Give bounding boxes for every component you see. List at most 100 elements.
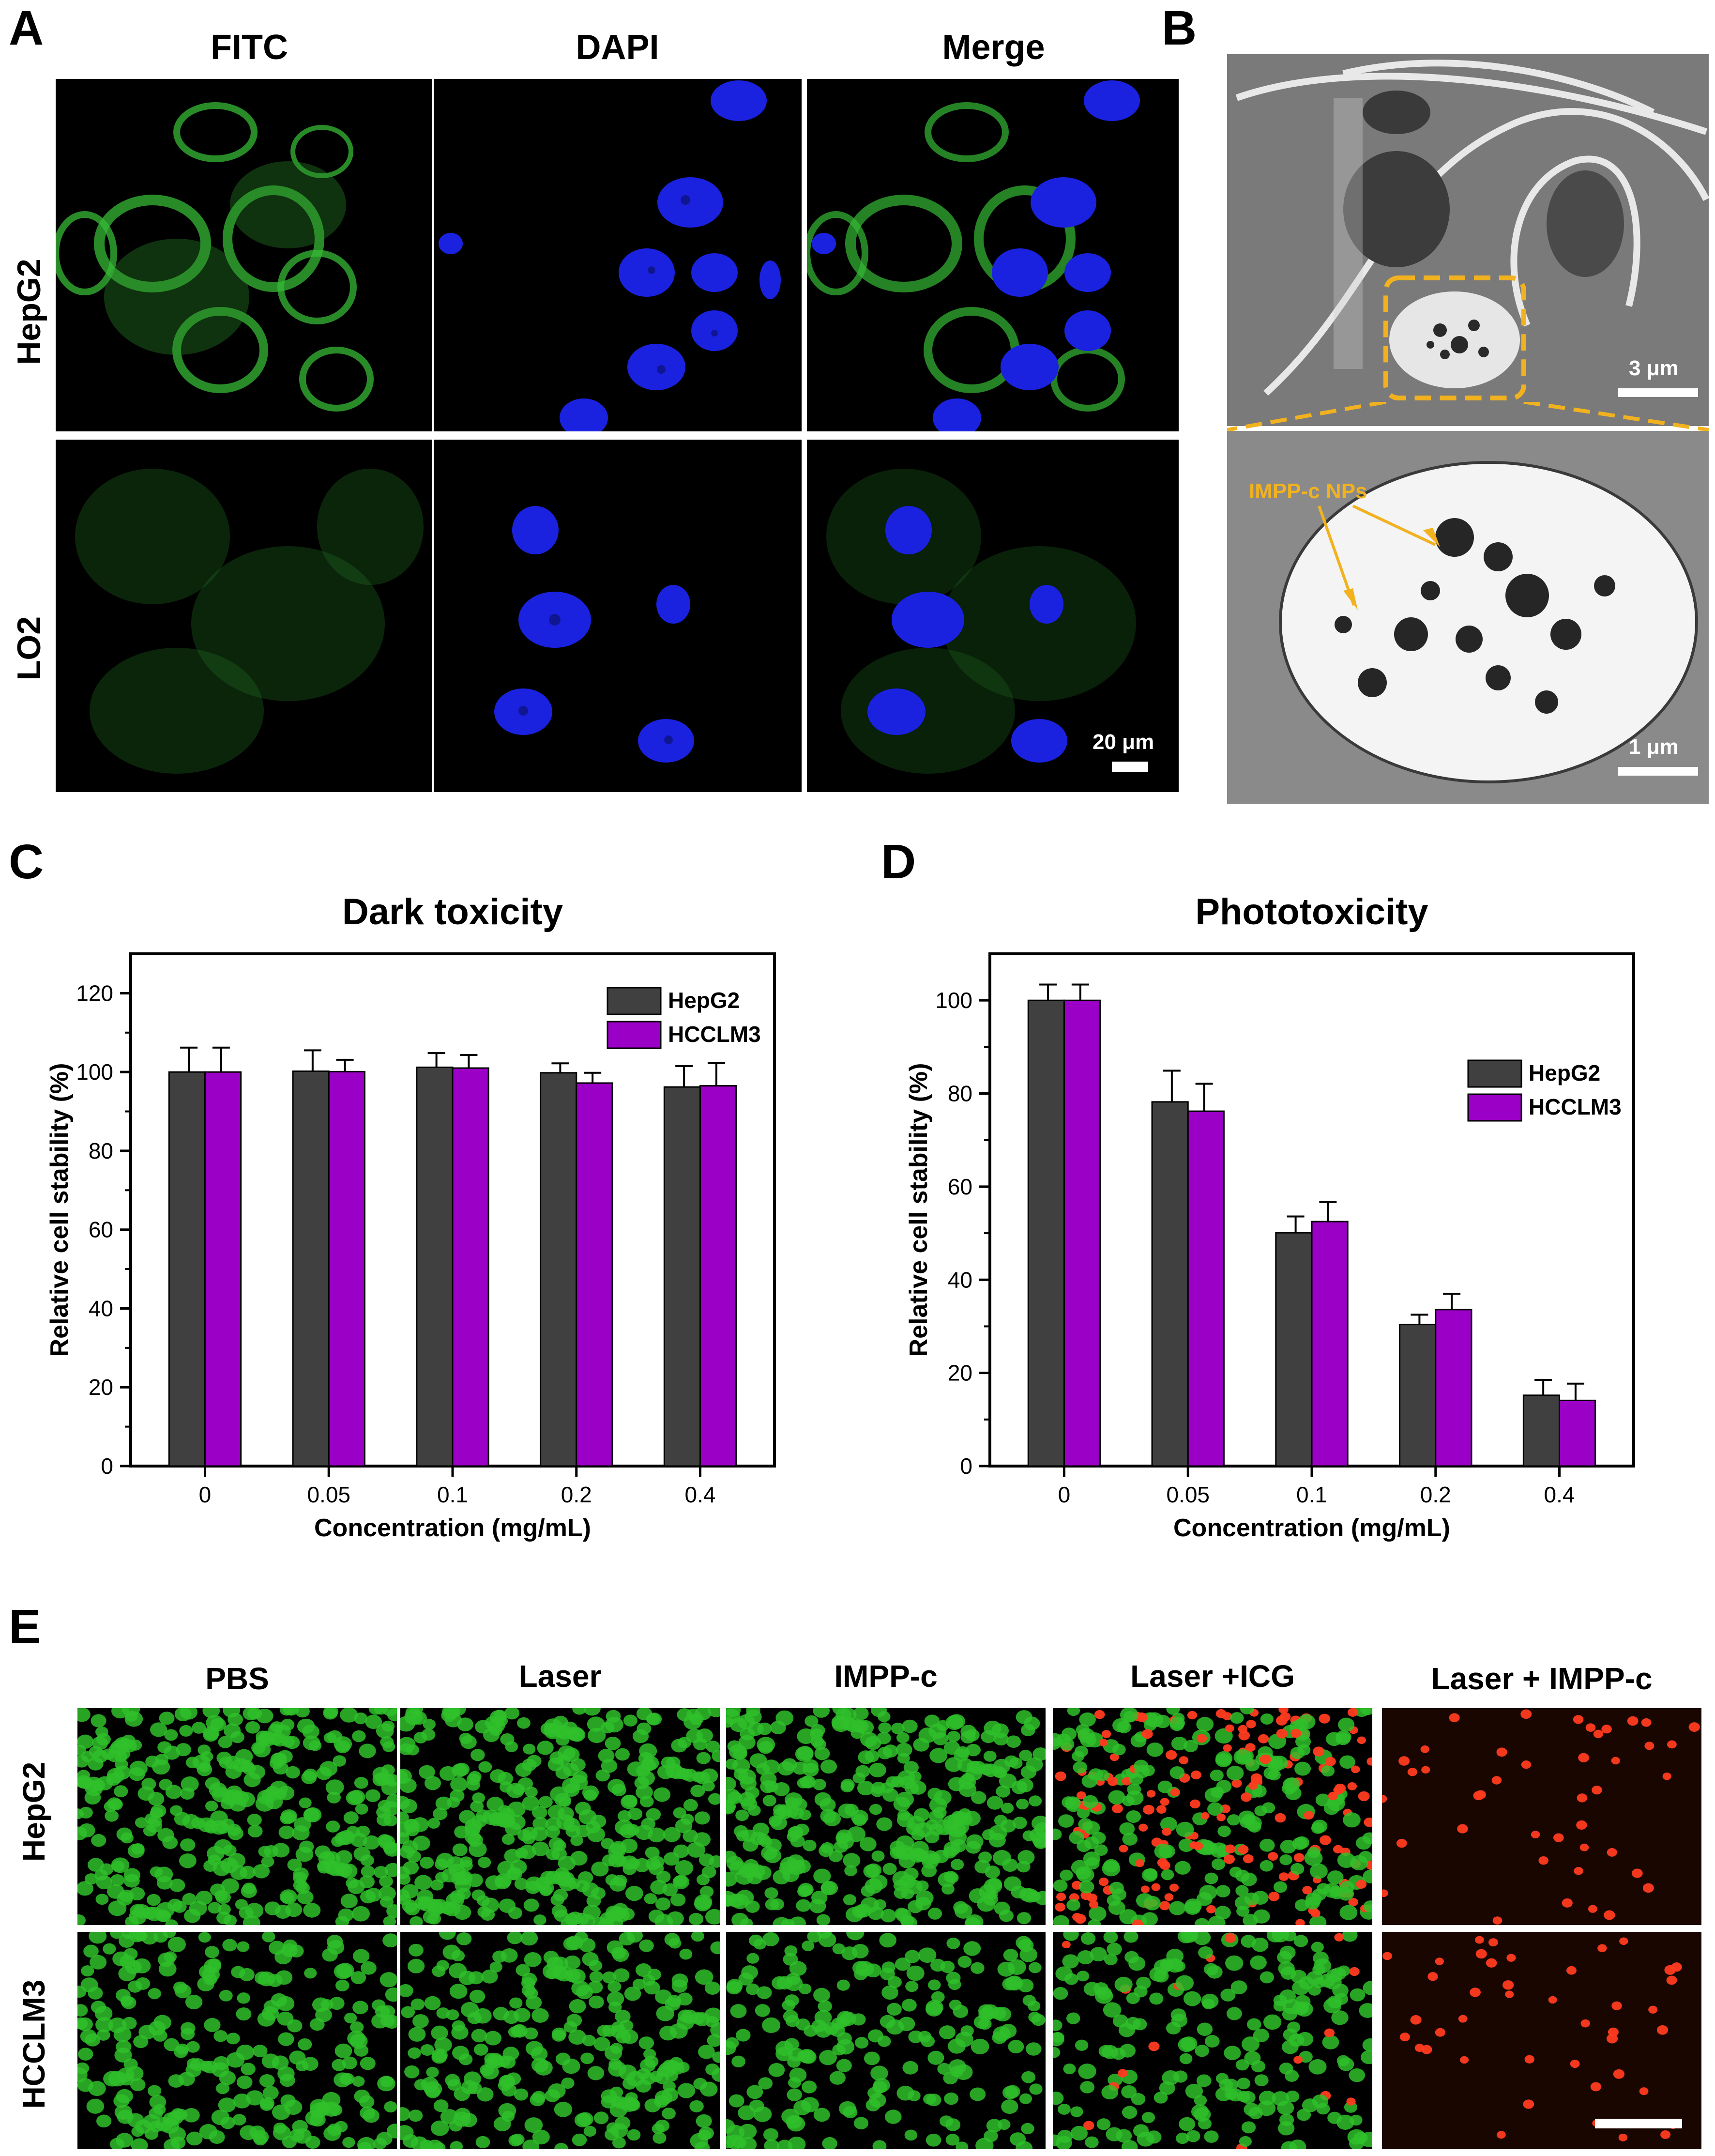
cell-field [400,1708,720,1925]
x-axis-label: Concentration (mg/mL) [314,1514,591,1542]
legend-label-hepg2: HepG2 [668,988,740,1013]
y-tick-label: 20 [948,1361,972,1386]
live-dead-image-hcclm3-2 [726,1932,1046,2149]
cell-field [77,1932,397,2149]
live-dead-image-hepg2-1 [400,1708,720,1925]
panel-e-col-laser-imppc: Laser + IMPP-c [1431,1661,1653,1696]
cell-field [1382,1936,1682,2141]
panel-e-scale-bar [1595,2119,1682,2128]
cell-field [1053,1932,1372,2149]
live-dead-image-hepg2-0 [77,1708,397,1925]
panel-e-row-hcclm3: HCCLM3 [16,1979,51,2109]
bar-hepg2 [1151,1101,1189,1467]
x-tick-label: 0 [199,1482,212,1507]
bar-hepg2 [1399,1324,1437,1467]
tem-scale-label-bottom: 1 μm [1629,735,1679,759]
panel-e-col-laser: Laser [518,1659,602,1694]
bar-hepg2 [292,1070,330,1467]
y-tick-label: 80 [948,1081,972,1106]
panel-e-label: E [9,1600,41,1654]
y-tick-label: 60 [89,1217,113,1242]
dapi-lo2-nuclei [494,506,694,763]
live-dead-image-hcclm3-0 [77,1932,397,2149]
x-tick-label: 0.05 [1166,1482,1210,1507]
panel-a-row-lo2: LO2 [11,616,47,681]
legend-label-hepg2: HepG2 [1529,1060,1600,1086]
panel-a-col-fitc: FITC [211,28,288,67]
dapi-image-lo2 [434,440,802,792]
y-tick-label: 40 [948,1267,972,1292]
tem-image-overview: 3 μm [1227,54,1709,426]
x-tick-label: 0.2 [561,1482,592,1507]
live-dead-image-hepg2-3 [1053,1708,1372,1925]
tem-zoom-lines [1227,402,1709,431]
bar-hcclm3 [204,1071,242,1467]
y-axis-label: Relative cell stability (%) [46,1063,74,1357]
tem-scale-label-top: 3 μm [1629,356,1679,380]
y-tick-label: 100 [76,1059,113,1085]
panel-c-label: C [9,835,44,889]
legend-label-hcclm3: HCCLM3 [668,1022,761,1047]
y-tick-label: 0 [960,1453,972,1479]
x-tick-label: 0 [1058,1482,1071,1507]
panel-e-col-pbs: PBS [205,1661,269,1696]
legend-swatch-hepg2 [1467,1059,1522,1088]
merge-lo2 [826,469,1136,774]
panel-b-label: B [1162,1,1197,55]
chart-phototoxicity: 0 20 40 60 80 100 Relative cell stability (%) 0… [905,952,1635,1542]
tem-overview-drawing [1227,54,1709,426]
bar-hcclm3 [699,1085,737,1467]
tem-scale-bar-top [1618,388,1698,397]
bar-hcclm3 [1435,1309,1472,1467]
x-tick-label: 0.4 [685,1482,716,1507]
bar-hepg2 [663,1086,701,1467]
bar-hcclm3 [328,1070,365,1467]
live-dead-image-hepg2-2 [726,1708,1046,1925]
chart-c-title: Dark toxicity [342,891,563,933]
x-tick-label: 0.1 [437,1482,468,1507]
cell-field [1382,1709,1700,1925]
panel-e-col-imppc: IMPP-c [834,1659,938,1694]
y-tick-label: 80 [89,1138,113,1163]
chart-d-title: Phototoxicity [1195,891,1428,933]
bar-hcclm3 [1311,1221,1349,1467]
legend-swatch-hcclm3 [1467,1093,1522,1122]
merge-image-hepg2 [807,79,1179,431]
x-tick-label: 0.1 [1296,1482,1327,1507]
legend-label-hcclm3: HCCLM3 [1529,1094,1622,1119]
legend-swatch-hcclm3 [607,1021,662,1049]
tem-scale-bar-bottom [1618,767,1698,776]
bar-hepg2 [1275,1232,1313,1467]
live-dead-image-hcclm3-1 [400,1932,720,2149]
fitc-image-lo2 [56,440,432,792]
cell-field [726,1708,1046,1925]
panel-a-col-merge: Merge [942,28,1045,67]
cell-field [1053,1708,1372,1925]
merge-hepg2 [807,80,1140,431]
panel-a-row-hepg2: HepG2 [11,259,47,365]
panel-a-scale-label: 20 μm [1093,730,1154,754]
panel-a-scale-bar [1112,762,1148,772]
bar-hepg2 [540,1072,577,1467]
tem-image-zoom: IMPP-c NPs 1 μm [1227,431,1709,804]
fitc-image-hepg2 [56,79,432,431]
dapi-hepg2-nuclei [439,80,781,431]
cell-field [400,1932,720,2149]
tem-annotation-label: IMPP-c NPs [1249,479,1367,503]
x-tick-label: 0.05 [307,1482,350,1507]
y-tick-label: 40 [89,1296,113,1321]
chart-dark-toxicity: 0 20 40 60 80 100 120 Relative cell stability (… [46,952,776,1542]
bar-hcclm3 [452,1067,489,1467]
y-tick-label: 100 [935,988,972,1013]
bar-hepg2 [1027,999,1065,1467]
live-dead-image-hepg2-4 [1382,1708,1701,1925]
panel-e-col-laser-icg: Laser +ICG [1130,1659,1295,1694]
y-tick-label: 60 [948,1174,972,1199]
y-tick-label: 120 [76,980,113,1006]
y-tick-label: 20 [89,1375,113,1400]
bar-hcclm3 [1063,999,1101,1467]
x-tick-label: 0.2 [1420,1482,1451,1507]
bar-hcclm3 [576,1082,613,1467]
cell-field [726,1932,1046,2149]
cell-field [77,1708,397,1925]
